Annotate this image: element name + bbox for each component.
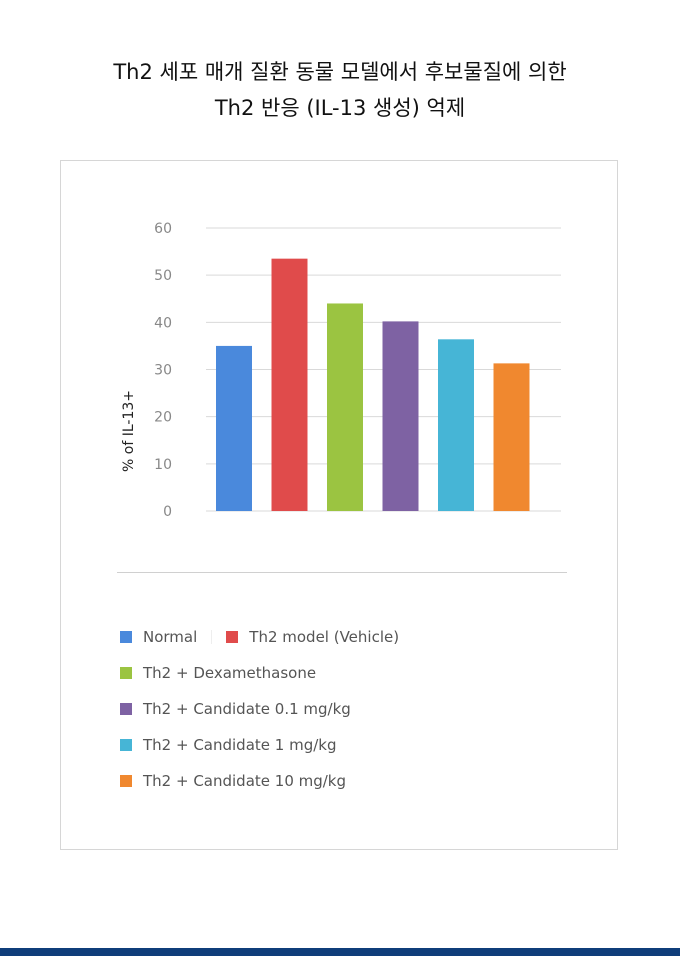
bar [216, 345, 252, 511]
legend-label: Normal [143, 628, 198, 646]
y-axis-label: % of IL-13+ [121, 390, 137, 472]
legend-divider [117, 572, 567, 573]
legend-swatch [226, 631, 239, 643]
y-tick-label: 30 [154, 363, 172, 379]
y-tick-label: 40 [154, 315, 172, 331]
bar [382, 321, 419, 511]
bar [271, 258, 308, 511]
legend-swatch [120, 775, 132, 787]
legend-swatch [120, 703, 132, 715]
legend-item-candidate-0-1: Th2 + Candidate 0.1 mg/kg [120, 699, 351, 719]
legend-item-th2-model: Th2 model (Vehicle) [226, 628, 399, 646]
y-tick-label: 10 [154, 457, 172, 473]
legend-swatch [120, 739, 132, 751]
legend-item-candidate-10: Th2 + Candidate 10 mg/kg [120, 771, 346, 791]
legend-label: Th2 model (Vehicle) [249, 628, 400, 646]
legend-swatch [120, 631, 132, 643]
bar-chart: 0 10 20 30 40 50 60 % of IL-13+ [121, 221, 561, 520]
legend-label: Th2 + Candidate 1 mg/kg [143, 736, 337, 754]
legend-label: Th2 + Candidate 0.1 mg/kg [143, 700, 351, 718]
bar [493, 363, 530, 511]
chart-card: 0 10 20 30 40 50 60 % of IL-13+ Normal Th2 mod… [60, 160, 618, 850]
legend-item-dexamethasone: Th2 + Dexamethasone [120, 663, 316, 683]
bars [216, 258, 530, 511]
chart-title: Th2 세포 매개 질환 동물 모델에서 후보물질에 의한 Th2 반응 (IL… [0, 54, 680, 126]
y-tick-label: 60 [154, 221, 172, 237]
chart-title-line-1: Th2 세포 매개 질환 동물 모델에서 후보물질에 의한 [113, 60, 567, 84]
legend-item-normal: Normal [120, 628, 197, 646]
y-tick-label: 50 [154, 268, 172, 284]
y-tick-label: 20 [154, 410, 172, 426]
chart-title-line-2: Th2 반응 (IL-13 생성) 억제 [214, 96, 466, 120]
legend-label: Th2 + Dexamethasone [143, 664, 317, 682]
legend-row: Normal Th2 model (Vehicle) [120, 627, 399, 647]
legend-swatch [120, 667, 132, 679]
y-tick-label: 0 [163, 504, 172, 520]
y-axis-ticks: 0 10 20 30 40 50 60 [154, 221, 172, 520]
legend-separator [211, 630, 213, 644]
bar [327, 303, 363, 511]
bar [438, 339, 474, 511]
footer-bar [0, 948, 680, 956]
legend-item-candidate-1: Th2 + Candidate 1 mg/kg [120, 735, 336, 755]
legend-label: Th2 + Candidate 10 mg/kg [143, 772, 347, 790]
